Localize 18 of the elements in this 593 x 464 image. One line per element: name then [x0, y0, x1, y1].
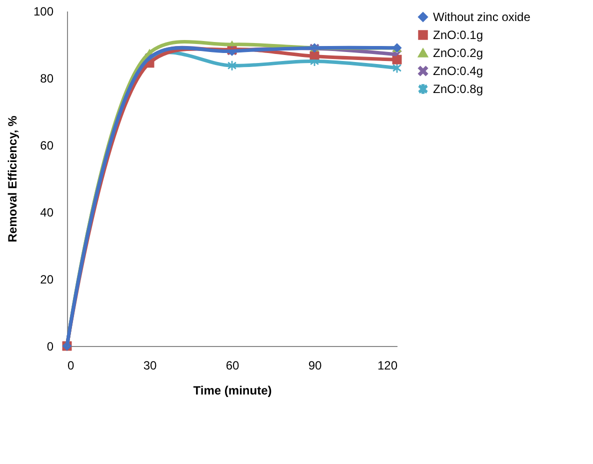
x-tick-label: 30	[143, 358, 157, 372]
y-tick-label: 20	[40, 272, 54, 286]
y-axis-title: Removal Efficiency, %	[5, 115, 20, 242]
x-tick-label: 60	[226, 358, 240, 372]
legend-label: Without zinc oxide	[433, 10, 531, 24]
x-tick-label: 120	[377, 358, 398, 372]
legend-label: ZnO:0.8g	[433, 82, 484, 96]
legend-label: ZnO:0.2g	[433, 46, 484, 60]
y-tick-label: 80	[40, 72, 54, 86]
legend-label: ZnO:0.4g	[433, 64, 484, 78]
x-axis-title: Time (minute)	[193, 384, 272, 398]
x-tick-label: 0	[68, 358, 74, 372]
y-tick-label: 40	[40, 206, 54, 220]
y-tick-label: 0	[46, 340, 54, 354]
x-tick-label: 90	[308, 358, 322, 372]
y-tick-label: 100	[33, 4, 54, 18]
y-tick-label: 60	[40, 138, 54, 152]
legend-label: ZnO:0.1g	[433, 28, 484, 42]
